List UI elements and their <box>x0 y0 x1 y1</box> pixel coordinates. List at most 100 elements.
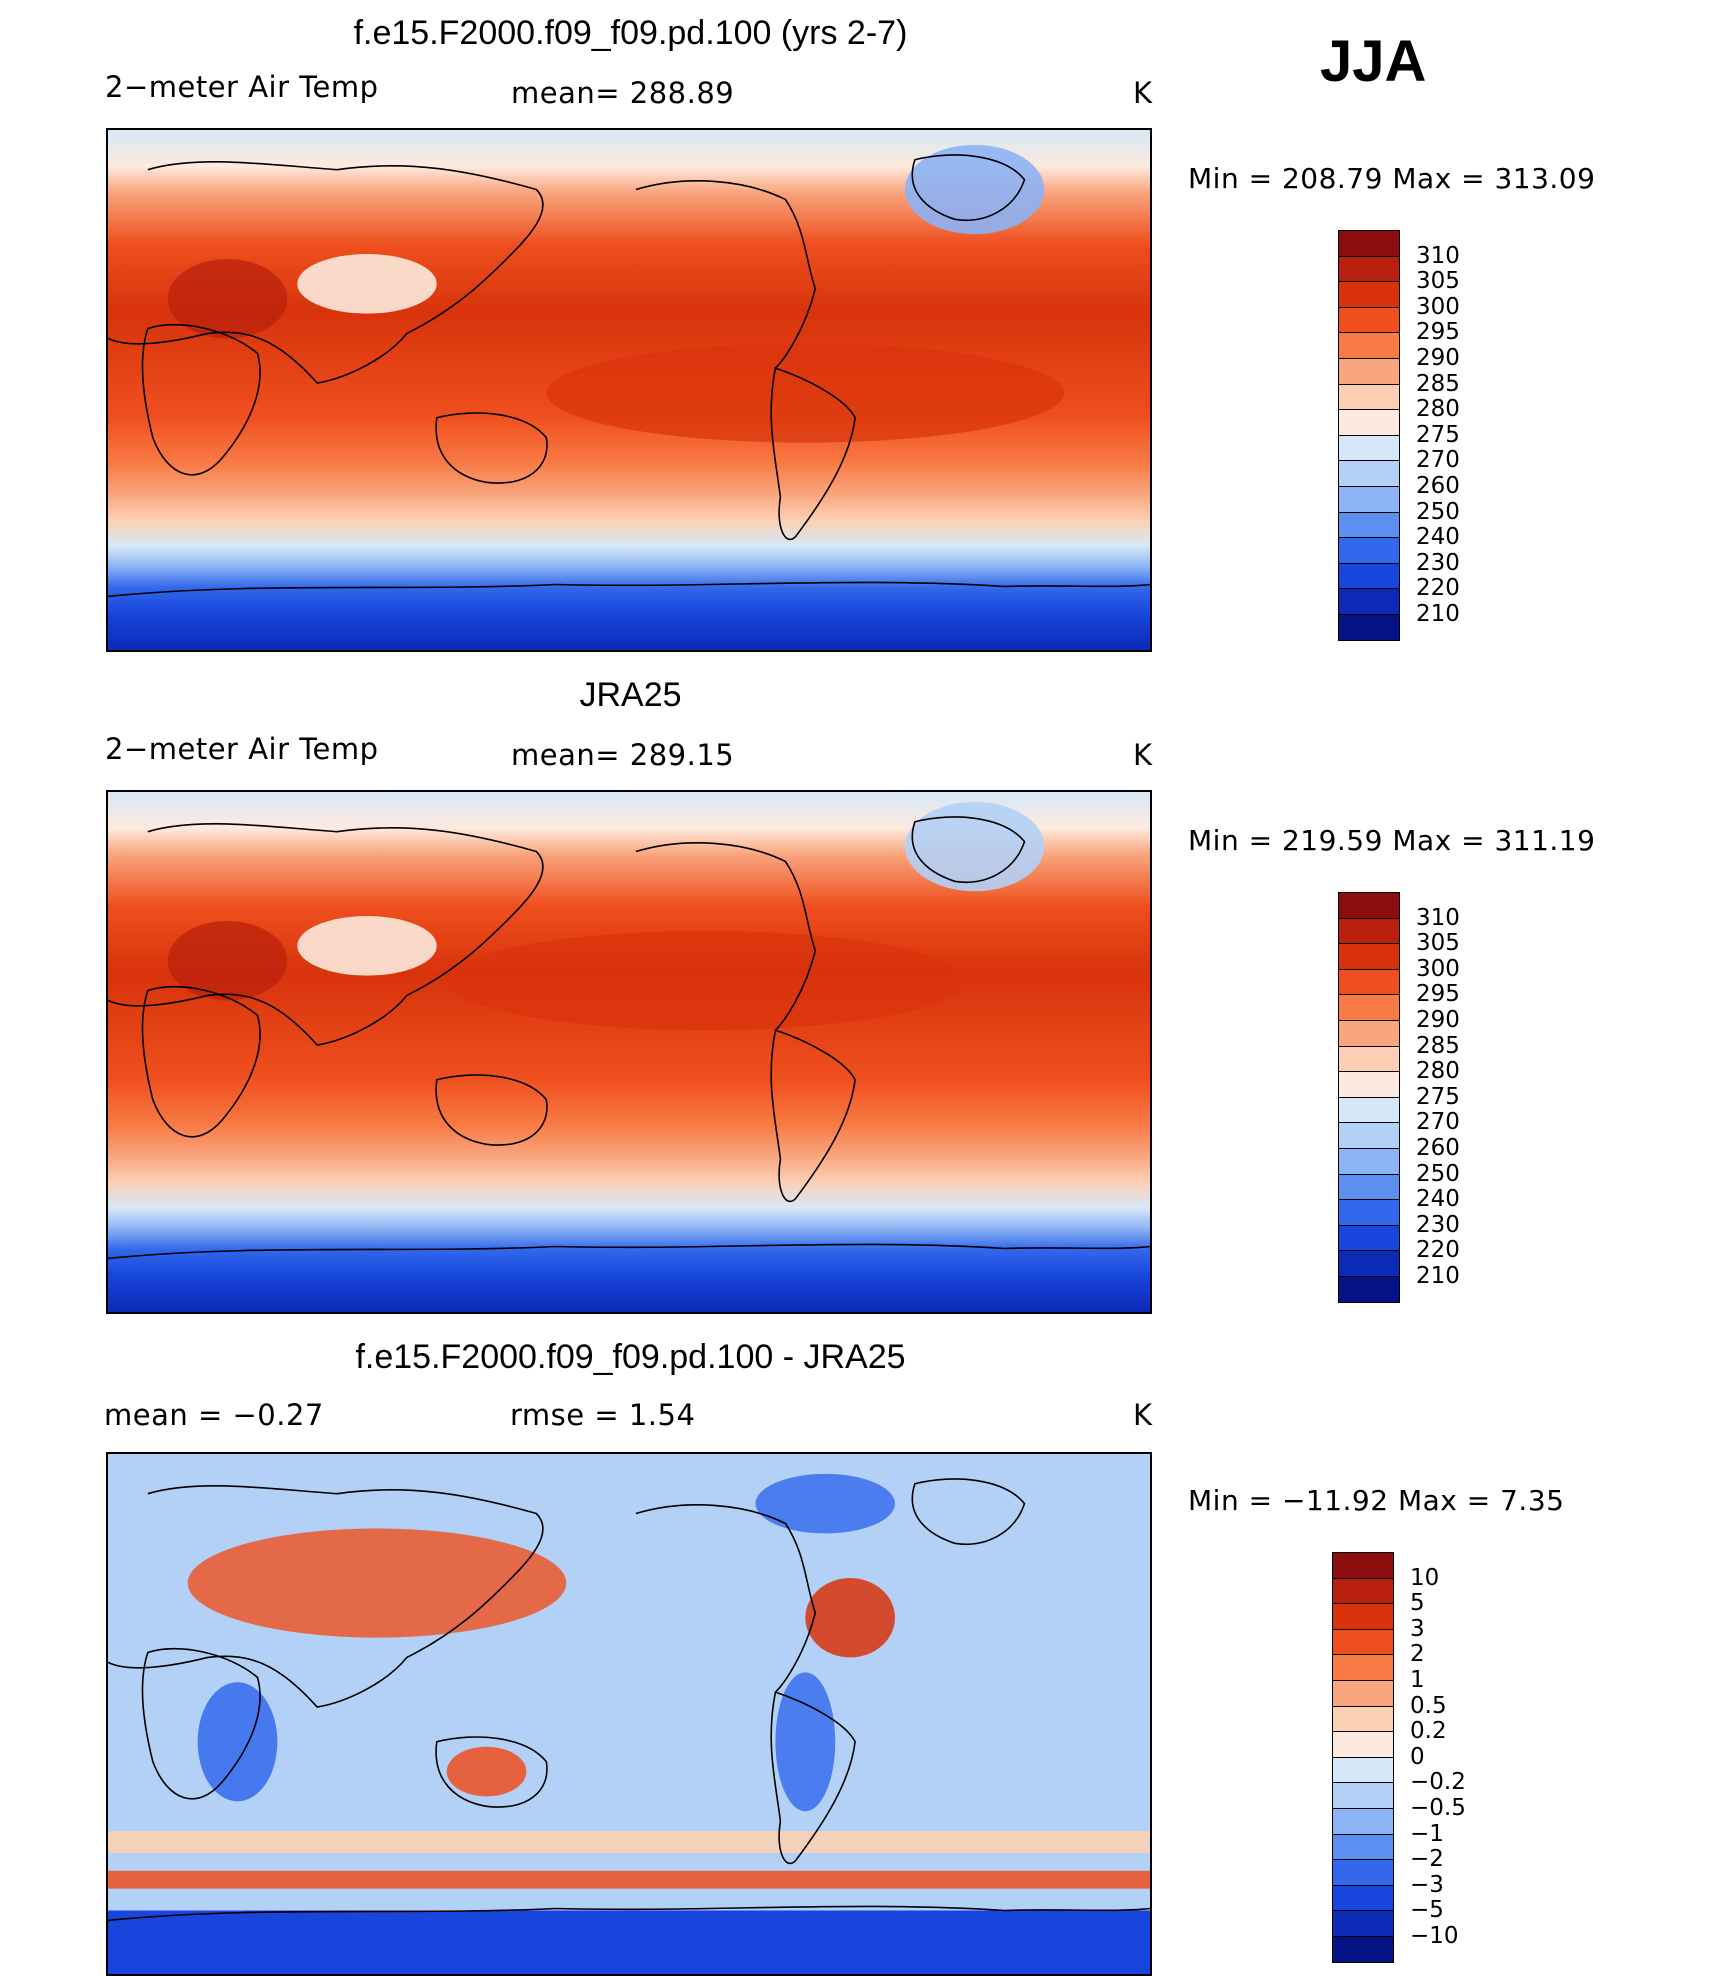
panel-1-units-label: K <box>1133 76 1153 110</box>
panel-3-colorbar-label: 1 <box>1410 1667 1425 1693</box>
panel-1-colorbar-label: 260 <box>1416 473 1460 499</box>
panel-1-colorbar-swatch <box>1338 332 1400 360</box>
panel-2-variable-label: 2−meter Air Temp <box>105 732 379 766</box>
panel-3-colorbar-label: 0.5 <box>1410 1692 1447 1719</box>
panel-3-colorbar-label: −5 <box>1410 1897 1444 1924</box>
season-label: JJA <box>1320 29 1427 94</box>
panel-2-map-svg <box>108 792 1150 1312</box>
panel-3-colorbar-label: −2 <box>1410 1846 1444 1873</box>
panel-3-colorbar-swatch <box>1332 1654 1394 1682</box>
panel-3-colorbar-label: 0.2 <box>1410 1718 1447 1745</box>
panel-3-title: f.e15.F2000.f09_f09.pd.100 - JRA25 <box>355 1338 906 1376</box>
panel-2-colorbar-label: 250 <box>1416 1160 1460 1187</box>
panel-2-colorbar-swatch <box>1338 1122 1400 1150</box>
panel-2-colorbar-swatch <box>1338 1071 1400 1099</box>
panel-2-colorbar-swatch <box>1338 1199 1400 1227</box>
panel-3-mean-label: mean = −0.27 <box>104 1398 324 1432</box>
panel-3-colorbar-swatch <box>1332 1731 1394 1759</box>
panel-1-map <box>106 128 1152 652</box>
panel-3-colorbar-label: −0.5 <box>1410 1795 1466 1821</box>
panel-3-colorbar-label: −1 <box>1410 1820 1444 1847</box>
panel-3-colorbar-label: 5 <box>1410 1590 1425 1617</box>
panel-3-colorbar-swatch <box>1332 1680 1394 1708</box>
panel-3-colorbar-swatch <box>1332 1910 1394 1938</box>
panel-3-colorbar-label: 2 <box>1410 1641 1425 1668</box>
panel-1-coastlines <box>108 154 1150 598</box>
panel-2-colorbar-swatch <box>1338 943 1400 971</box>
panel-1-colorbar-swatch <box>1338 588 1400 616</box>
panel-2-colorbar-label: 260 <box>1416 1135 1460 1161</box>
panel-2-colorbar-label: 290 <box>1416 1007 1460 1033</box>
panel-2-units-label: K <box>1133 738 1153 772</box>
panel-2-colorbar-label: 275 <box>1416 1083 1460 1110</box>
panel-2-colorbar-label: 240 <box>1416 1186 1460 1213</box>
panel-3-colorbar-label: 10 <box>1410 1564 1440 1591</box>
panel-1-minmax-label: Min = 208.79 Max = 313.09 <box>1188 162 1596 195</box>
panel-3-colorbar-swatch <box>1332 1833 1394 1861</box>
panel-1-colorbar-label: 250 <box>1416 498 1460 525</box>
panel-3-colorbar-swatch <box>1332 1756 1394 1784</box>
panel-1-colorbar-swatch <box>1338 409 1400 437</box>
panel-2-colorbar-label: 280 <box>1416 1058 1460 1085</box>
panel-2-colorbar-label: 305 <box>1416 930 1460 957</box>
panel-1-colorbar-swatch <box>1338 537 1400 565</box>
panel-1-map-svg <box>108 130 1150 650</box>
panel-2-colorbar-swatch <box>1338 1096 1400 1124</box>
panel-2-greenland-cold-spot <box>904 801 1045 892</box>
panel-1-colorbar-label: 295 <box>1416 319 1460 346</box>
panel-1-colorbar-label: 300 <box>1416 293 1460 320</box>
panel-1-colorbar-label: 290 <box>1416 345 1460 371</box>
panel-2-colorbar-swatch <box>1338 1148 1400 1176</box>
panel-2-colorbar-label: 310 <box>1416 904 1460 931</box>
panel-2-map <box>106 790 1152 1314</box>
panel-3-colorbar-swatch <box>1332 1808 1394 1836</box>
panel-2-mean-label: mean= 289.15 <box>511 738 735 772</box>
panel-1-tibet-cold-spot <box>297 254 437 314</box>
panel-2-colorbar-swatch <box>1338 994 1400 1022</box>
panel-1-mean-label: mean= 288.89 <box>511 76 735 110</box>
panel-1-variable-label: 2−meter Air Temp <box>105 70 379 104</box>
panel-2-colorbar-label: 295 <box>1416 981 1460 1008</box>
panel-3-colorbar-label: −10 <box>1410 1923 1459 1949</box>
panel-2-coastlines <box>108 816 1150 1260</box>
panel-1-colorbar-label: 305 <box>1416 268 1460 295</box>
panel-2-colorbar-swatch <box>1338 917 1400 945</box>
panel-2-minmax-label: Min = 219.59 Max = 311.19 <box>1188 824 1596 857</box>
panel-3-colorbar-label: 0 <box>1410 1743 1425 1770</box>
panel-2-colorbar-label: 210 <box>1416 1263 1460 1289</box>
panel-1-colorbar-swatch <box>1338 562 1400 590</box>
panel-3-colorbar-swatch <box>1332 1628 1394 1656</box>
panel-2-colorbar-swatch <box>1338 1224 1400 1252</box>
panel-1-colorbar-label: 310 <box>1416 242 1460 269</box>
panel-1-colorbar-label: 280 <box>1416 396 1460 423</box>
panel-2-colorbar-label: 220 <box>1416 1237 1460 1264</box>
panel-1-colorbar-swatch <box>1338 230 1400 258</box>
panel-2-colorbar-label: 270 <box>1416 1109 1460 1136</box>
panel-2-tibet-cold-spot <box>297 916 437 976</box>
panel-2-colorbar-swatch <box>1338 1173 1400 1201</box>
panel-2-colorbar-label: 230 <box>1416 1211 1460 1238</box>
panel-1-colorbar-label: 220 <box>1416 575 1460 602</box>
panel-1-colorbar-swatch <box>1338 255 1400 283</box>
panel-1-colorbar-swatch <box>1338 434 1400 462</box>
panel-3-units-label: K <box>1133 1398 1153 1432</box>
panel-1-colorbar-label: 210 <box>1416 601 1460 627</box>
panel-1-colorbar-swatch <box>1338 281 1400 309</box>
panel-1-greenland-cold-spot <box>904 144 1045 235</box>
panel-3-minmax-label: Min = −11.92 Max = 7.35 <box>1188 1484 1565 1517</box>
panel-3-colorbar-swatch <box>1332 1859 1394 1887</box>
panel-3-eurasia-warm-bias <box>187 1528 567 1638</box>
panel-1-colorbar-swatch <box>1338 486 1400 514</box>
panel-3-rmse-label: rmse = 1.54 <box>510 1398 696 1432</box>
panel-1-colorbar-swatch <box>1338 358 1400 386</box>
panel-3-colorbar-label: −0.2 <box>1410 1769 1466 1796</box>
panel-1-colorbar-label: 240 <box>1416 524 1460 551</box>
panel-3-map <box>106 1452 1152 1976</box>
panel-2-colorbar-swatch <box>1338 1250 1400 1278</box>
panel-2-colorbar-swatch <box>1338 1020 1400 1048</box>
panel-2-colorbar-swatch <box>1338 892 1400 920</box>
panel-2-title: JRA25 <box>579 676 682 714</box>
panel-3-colorbar-swatch <box>1332 1577 1394 1605</box>
panel-2-colorbar-swatch <box>1338 1276 1400 1304</box>
panel-1-colorbar-swatch <box>1338 511 1400 539</box>
